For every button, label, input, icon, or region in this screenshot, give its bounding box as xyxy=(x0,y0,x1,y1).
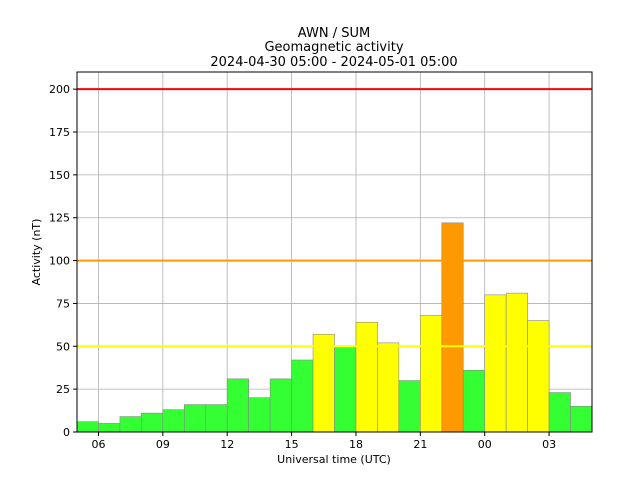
y-tick-label: 125 xyxy=(49,212,70,225)
y-tick-label: 25 xyxy=(56,383,70,396)
y-tick-label: 200 xyxy=(49,83,70,96)
bar xyxy=(420,315,443,433)
y-tick-label: 150 xyxy=(49,169,70,182)
plot-frame xyxy=(76,71,593,433)
bar xyxy=(269,378,292,433)
bar xyxy=(355,321,378,433)
bar xyxy=(119,416,142,433)
y-tick-label: 50 xyxy=(56,340,70,353)
bar xyxy=(226,378,249,433)
x-tick-label: 18 xyxy=(349,438,363,451)
bar xyxy=(76,421,99,433)
bar xyxy=(312,333,335,433)
chart-subtitle: Geomagnetic activity xyxy=(264,40,403,55)
bar xyxy=(570,405,593,433)
y-tick-label: 100 xyxy=(49,255,70,268)
x-tick-label: 09 xyxy=(156,438,170,451)
bar xyxy=(98,423,121,433)
bar xyxy=(248,397,271,433)
y-tick-label: 175 xyxy=(49,126,70,139)
x-tick-label: 21 xyxy=(413,438,427,451)
bar xyxy=(398,380,421,433)
chart-title: AWN / SUM xyxy=(298,26,370,41)
y-tick-label: 75 xyxy=(56,297,70,310)
bar xyxy=(484,294,507,433)
bar xyxy=(183,404,207,433)
x-tick-label: 12 xyxy=(220,438,234,451)
bar xyxy=(205,404,228,433)
y-axis-ticks: 0 25 50 75 100 125 150 175 200 xyxy=(49,83,77,439)
bar xyxy=(141,412,164,433)
x-tick-label: 06 xyxy=(91,438,105,451)
bar xyxy=(334,345,357,433)
x-axis-label: Universal time (UTC) xyxy=(277,453,391,466)
x-axis-ticks: 06 09 12 15 18 21 00 03 xyxy=(91,432,556,451)
bar xyxy=(462,369,486,433)
y-axis-label: Activity (nT) xyxy=(30,219,43,286)
bar xyxy=(548,392,571,433)
y-tick-label: 0 xyxy=(63,426,70,439)
bar xyxy=(162,409,185,433)
x-tick-label: 03 xyxy=(542,438,556,451)
bar xyxy=(505,292,528,433)
x-tick-label: 15 xyxy=(285,438,299,451)
bar xyxy=(377,342,400,433)
bar xyxy=(291,359,314,433)
chart-date-range: 2024-04-30 05:00 - 2024-05-01 05:00 xyxy=(210,55,457,70)
bar xyxy=(527,320,550,433)
x-tick-label: 00 xyxy=(478,438,492,451)
bar xyxy=(441,222,464,433)
threshold-lines xyxy=(77,88,592,348)
bars xyxy=(76,222,593,433)
